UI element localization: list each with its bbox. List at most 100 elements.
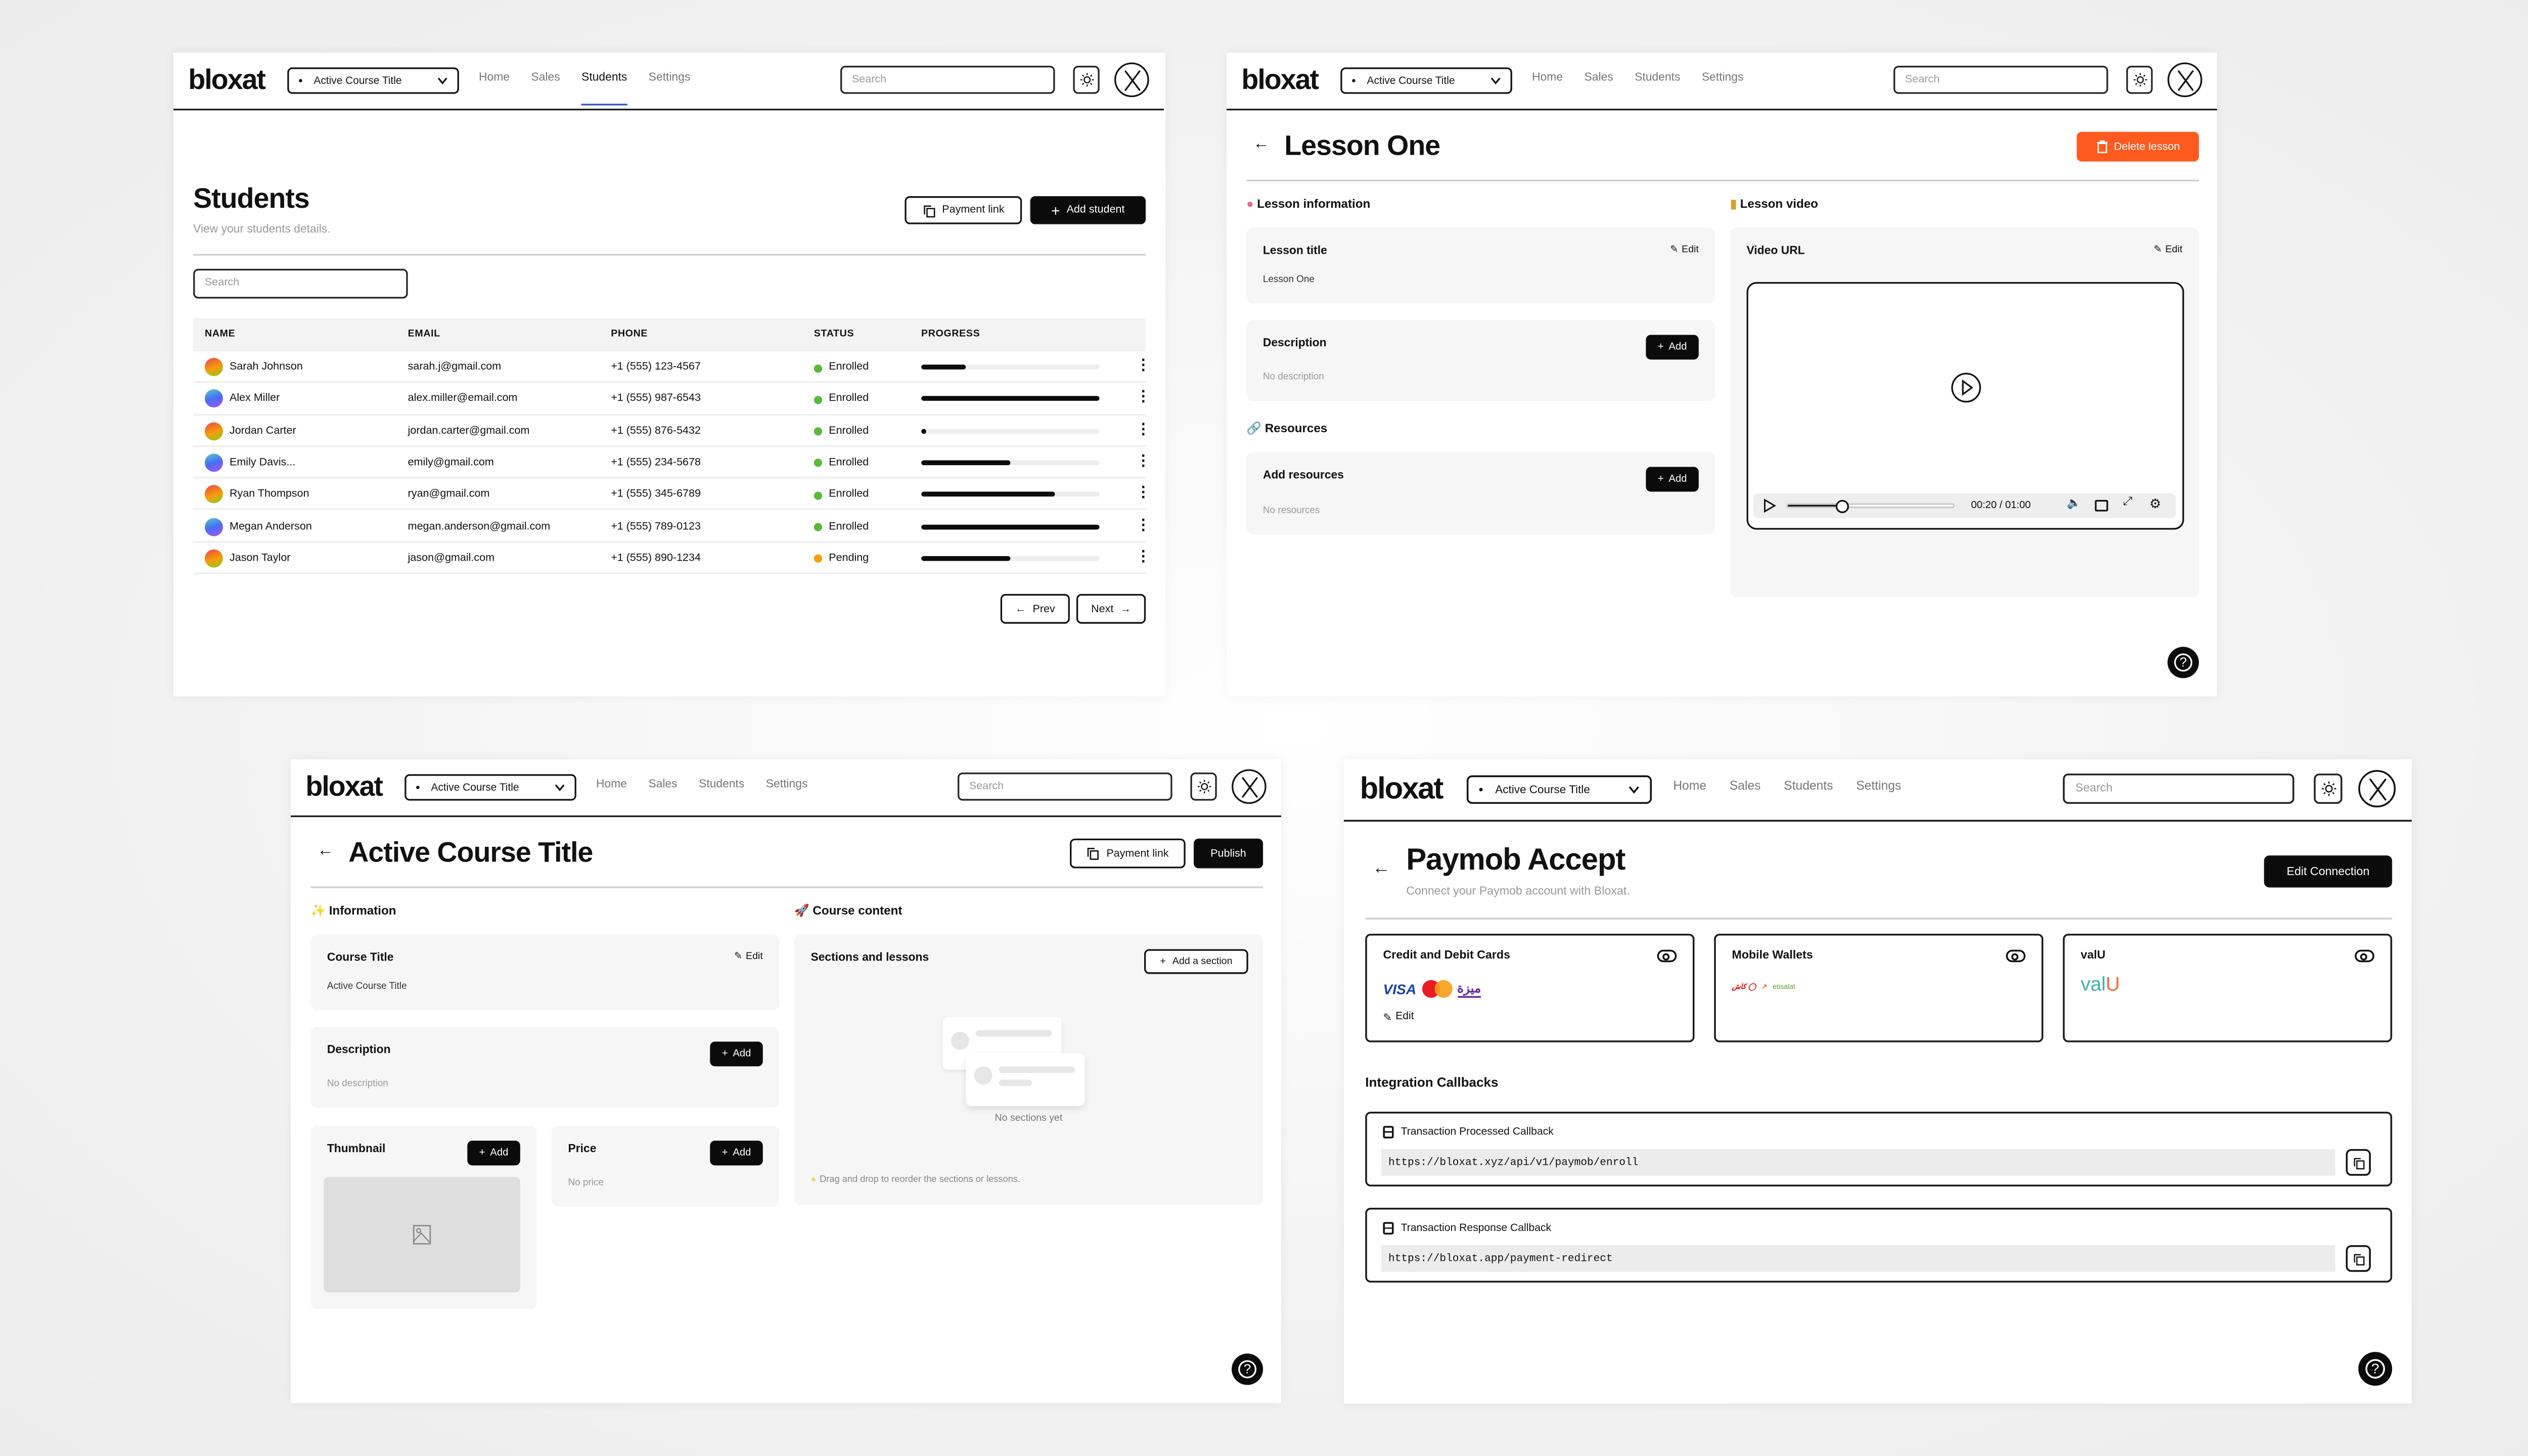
- nav-sales[interactable]: Sales: [1584, 72, 1613, 84]
- back-arrow-icon[interactable]: ←: [1253, 135, 1270, 154]
- settings-gear-icon[interactable]: ⚙: [2149, 496, 2161, 512]
- edit-video-url-button[interactable]: ✎ Edit: [2154, 244, 2183, 255]
- payment-method-card-wallets[interactable]: Mobile Wallets كاش ◯ ↗ etisalat: [1714, 933, 2044, 1042]
- table-row[interactable]: Ryan Thompson ryan@gmail.com +1 (555) 345-…: [193, 479, 1151, 511]
- course-selector-dropdown[interactable]: Active Course Title: [287, 67, 459, 94]
- more-options-icon[interactable]: ⋮: [1136, 420, 1151, 437]
- add-resource-button[interactable]: + Add: [1646, 467, 1699, 492]
- theme-toggle-button[interactable]: [2314, 774, 2342, 804]
- prev-page-button[interactable]: ← Prev: [1000, 594, 1070, 624]
- nav-home[interactable]: Home: [1532, 72, 1563, 84]
- table-row[interactable]: Jason Taylor jason@gmail.com +1 (555) 890-…: [193, 542, 1151, 575]
- close-button[interactable]: [1114, 62, 1149, 98]
- bloxat-logo[interactable]: bloxat: [1360, 771, 1444, 806]
- add-thumbnail-button[interactable]: + Add: [467, 1141, 520, 1166]
- add-price-button[interactable]: + Add: [710, 1141, 763, 1166]
- nav-settings[interactable]: Settings: [1856, 781, 1902, 793]
- header-search-input[interactable]: Search: [958, 772, 1172, 801]
- nav-settings[interactable]: Settings: [648, 72, 691, 84]
- video-time: 00:20 / 01:00: [1971, 499, 2031, 512]
- more-options-icon[interactable]: ⋮: [1136, 356, 1151, 373]
- fullscreen-icon[interactable]: ⤢: [2123, 496, 2133, 509]
- delete-lesson-button[interactable]: Delete lesson: [2076, 131, 2199, 162]
- copy-url-button[interactable]: [2345, 1245, 2371, 1272]
- callback-url-field[interactable]: https://bloxat.xyz/api/v1/paymob/enroll: [1381, 1149, 2335, 1176]
- course-selector-dropdown[interactable]: Active Course Title: [1466, 775, 1652, 804]
- add-student-button[interactable]: + Add student: [1030, 196, 1146, 224]
- more-options-icon[interactable]: ⋮: [1136, 388, 1151, 405]
- add-section-button[interactable]: + Add a section: [1144, 949, 1248, 974]
- close-button[interactable]: [2358, 770, 2396, 808]
- bloxat-logo[interactable]: bloxat: [1241, 64, 1319, 96]
- theme-toggle-button[interactable]: [2126, 66, 2153, 94]
- header-search-input[interactable]: Search: [840, 66, 1055, 94]
- payment-method-card-valu[interactable]: valU valU: [2063, 933, 2392, 1042]
- bullet-icon: [416, 786, 420, 789]
- nav-sales[interactable]: Sales: [648, 779, 678, 791]
- header-search-input[interactable]: Search: [2063, 774, 2294, 804]
- nav-settings[interactable]: Settings: [765, 779, 808, 791]
- play-icon[interactable]: [1763, 498, 1776, 513]
- close-button[interactable]: [2168, 62, 2202, 98]
- close-button[interactable]: [1232, 769, 1267, 804]
- play-circle-icon[interactable]: [1950, 371, 1982, 404]
- edit-lesson-title-button[interactable]: ✎ Edit: [1670, 244, 1699, 255]
- video-player[interactable]: 00:20 / 01:00 🔈 ⤢ ⚙: [1746, 282, 2184, 530]
- theme-toggle-button[interactable]: [1190, 772, 1217, 801]
- add-description-button[interactable]: + Add: [1646, 335, 1699, 360]
- nav-sales[interactable]: Sales: [1729, 781, 1761, 793]
- table-row[interactable]: Alex Miller alex.miller@email.com +1 (555)…: [193, 383, 1151, 415]
- edit-connection-button[interactable]: Edit Connection: [2264, 855, 2392, 888]
- payment-method-card-cards[interactable]: Credit and Debit Cards VISA ميزة ✎ Edit: [1365, 933, 1695, 1042]
- header-search-input[interactable]: Search: [1893, 66, 2108, 94]
- video-seek-slider[interactable]: [1786, 499, 1955, 513]
- theme-toggle-button[interactable]: [1073, 66, 1100, 94]
- edit-method-button[interactable]: ✎ Edit: [1383, 1012, 1414, 1025]
- nav-home[interactable]: Home: [479, 72, 510, 84]
- table-row[interactable]: Jordan Carter jordan.carter@gmail.com +1 (…: [193, 415, 1151, 447]
- nav-students[interactable]: Students: [581, 72, 627, 106]
- volume-icon[interactable]: 🔈: [2066, 498, 2082, 510]
- nav-home[interactable]: Home: [1673, 781, 1706, 793]
- method-toggle[interactable]: [2355, 949, 2375, 963]
- bloxat-logo[interactable]: bloxat: [305, 770, 383, 802]
- callback-url-field[interactable]: https://bloxat.app/payment-redirect: [1381, 1245, 2335, 1272]
- bloxat-logo[interactable]: bloxat: [188, 64, 266, 96]
- help-button[interactable]: ?: [2358, 1352, 2392, 1386]
- table-row[interactable]: Sarah Johnson sarah.j@gmail.com +1 (555) 1…: [193, 351, 1151, 383]
- nav-settings[interactable]: Settings: [1701, 72, 1744, 84]
- student-search-input[interactable]: Search: [193, 268, 408, 299]
- more-options-icon[interactable]: ⋮: [1136, 483, 1151, 500]
- table-row[interactable]: Emily Davis... emily@gmail.com +1 (555) 23…: [193, 447, 1151, 479]
- more-options-icon[interactable]: ⋮: [1136, 547, 1151, 564]
- method-toggle[interactable]: [1657, 949, 1677, 963]
- nav-students[interactable]: Students: [699, 779, 745, 791]
- payment-link-label: Payment link: [942, 204, 1005, 216]
- progress-bar: [921, 428, 1100, 433]
- more-options-icon[interactable]: ⋮: [1136, 515, 1151, 532]
- back-arrow-icon[interactable]: ←: [317, 842, 334, 860]
- next-page-button[interactable]: Next →: [1076, 594, 1146, 624]
- help-button[interactable]: ?: [2168, 647, 2199, 678]
- thumbnail-placeholder[interactable]: [324, 1177, 520, 1293]
- edit-course-title-button[interactable]: ✎ Edit: [734, 951, 763, 962]
- publish-button[interactable]: Publish: [1193, 838, 1263, 869]
- payment-link-button[interactable]: Payment link: [1070, 838, 1186, 869]
- back-arrow-icon[interactable]: ←: [1372, 859, 1390, 879]
- seek-handle[interactable]: [1835, 499, 1849, 513]
- table-row[interactable]: Megan Anderson megan.anderson@gmail.com +1…: [193, 511, 1151, 543]
- course-selector-dropdown[interactable]: Active Course Title: [404, 774, 576, 801]
- nav-sales[interactable]: Sales: [531, 72, 560, 84]
- course-selector-dropdown[interactable]: Active Course Title: [1340, 67, 1512, 94]
- status-badge: Enrolled: [829, 361, 869, 373]
- payment-link-button[interactable]: Payment link: [905, 196, 1022, 224]
- copy-url-button[interactable]: [2345, 1149, 2371, 1176]
- captions-icon[interactable]: [2095, 499, 2108, 512]
- nav-home[interactable]: Home: [596, 779, 627, 791]
- nav-students[interactable]: Students: [1784, 781, 1833, 793]
- nav-students[interactable]: Students: [1635, 72, 1681, 84]
- more-options-icon[interactable]: ⋮: [1136, 451, 1151, 469]
- help-button[interactable]: ?: [1232, 1353, 1263, 1385]
- method-toggle[interactable]: [2006, 949, 2026, 963]
- add-description-button[interactable]: + Add: [710, 1041, 763, 1067]
